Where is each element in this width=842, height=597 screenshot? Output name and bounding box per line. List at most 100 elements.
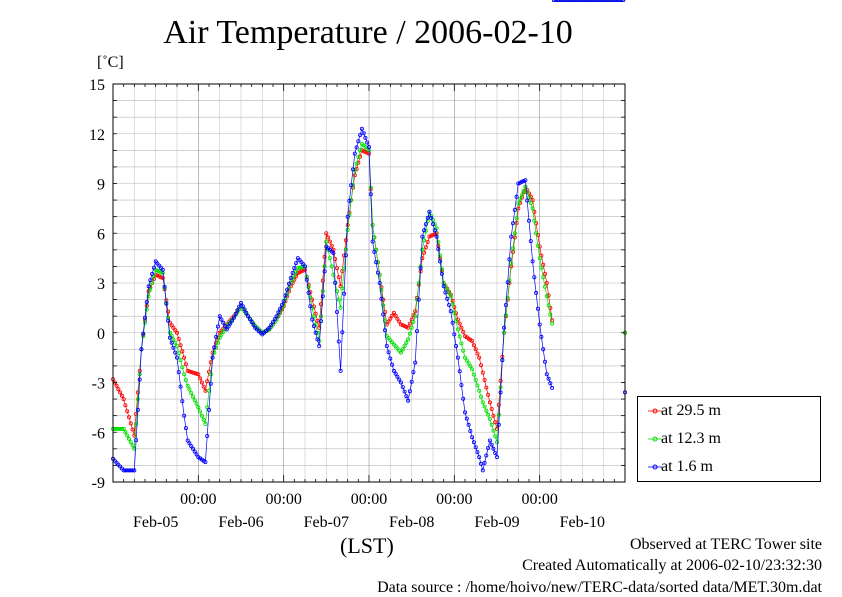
data-point xyxy=(269,322,274,327)
data-point xyxy=(137,377,142,382)
data-point xyxy=(461,348,466,353)
data-point xyxy=(372,249,377,254)
data-point xyxy=(166,309,171,314)
data-point xyxy=(446,290,451,295)
data-point xyxy=(432,228,437,233)
data-point xyxy=(176,370,181,375)
data-point xyxy=(347,198,352,203)
data-point xyxy=(144,300,149,305)
data-point xyxy=(246,314,251,319)
data-point xyxy=(480,468,485,473)
data-point xyxy=(514,194,519,199)
data-point xyxy=(127,415,132,420)
data-point xyxy=(457,321,462,326)
data-point xyxy=(393,313,398,318)
data-point xyxy=(395,374,400,379)
data-point xyxy=(487,400,492,405)
data-point xyxy=(548,312,553,317)
data-point xyxy=(569,0,574,2)
data-point xyxy=(150,271,155,276)
data-point xyxy=(219,317,224,322)
data-point xyxy=(320,278,325,283)
data-point xyxy=(201,417,206,422)
data-point xyxy=(160,275,165,280)
data-point xyxy=(192,398,197,403)
data-point xyxy=(543,271,548,276)
data-point xyxy=(375,270,380,275)
data-point xyxy=(125,433,130,438)
data-point xyxy=(548,381,553,386)
data-point xyxy=(336,275,341,280)
data-point xyxy=(306,290,311,295)
data-point xyxy=(489,406,494,411)
data-point xyxy=(354,161,359,166)
data-point xyxy=(198,409,203,414)
data-point xyxy=(326,235,331,240)
data-point xyxy=(135,390,140,395)
data-point xyxy=(575,0,579,2)
data-point xyxy=(587,0,592,2)
data-point xyxy=(482,377,487,382)
data-point xyxy=(487,438,492,443)
data-point xyxy=(221,320,226,325)
data-point xyxy=(374,260,379,265)
footer-created: Created Automatically at 2006-02-10/23:3… xyxy=(522,557,822,574)
data-point xyxy=(288,275,293,280)
data-point xyxy=(173,350,178,355)
data-point xyxy=(187,369,192,374)
x-time-label: 00:00 xyxy=(436,491,472,508)
data-point xyxy=(605,0,610,2)
data-point xyxy=(324,231,329,236)
data-point xyxy=(173,328,178,333)
data-point xyxy=(567,0,572,2)
data-point xyxy=(411,319,416,324)
data-point xyxy=(381,312,386,317)
data-point xyxy=(390,362,395,367)
data-point xyxy=(196,372,201,377)
data-point xyxy=(608,0,613,2)
data-point xyxy=(544,280,549,285)
data-point xyxy=(182,372,187,377)
data-point xyxy=(482,460,487,465)
data-point xyxy=(423,222,428,227)
data-point xyxy=(427,209,432,214)
data-point xyxy=(231,315,236,320)
data-point xyxy=(610,0,615,2)
data-point xyxy=(516,206,521,211)
data-point xyxy=(434,234,439,239)
x-date-label: Feb-10 xyxy=(560,514,605,531)
data-point xyxy=(135,407,140,412)
data-point xyxy=(130,443,135,448)
data-point xyxy=(365,140,370,145)
data-point xyxy=(454,343,459,348)
data-point xyxy=(505,280,510,285)
data-point xyxy=(391,368,396,373)
data-point xyxy=(557,0,562,2)
data-point xyxy=(580,0,585,2)
data-point xyxy=(509,261,514,266)
data-point xyxy=(406,337,411,342)
data-point xyxy=(182,413,187,418)
data-point xyxy=(148,278,153,283)
data-point xyxy=(560,0,565,2)
data-point xyxy=(478,363,483,368)
data-point xyxy=(203,421,208,426)
data-point xyxy=(413,309,418,314)
data-point xyxy=(340,286,345,291)
data-point xyxy=(208,381,213,386)
data-point xyxy=(414,329,419,334)
data-point xyxy=(135,397,140,402)
data-point xyxy=(418,266,423,271)
data-point xyxy=(240,304,245,309)
data-point xyxy=(441,284,446,289)
data-point xyxy=(582,0,587,2)
data-point xyxy=(201,384,206,389)
data-point xyxy=(615,0,620,2)
data-point xyxy=(546,303,551,308)
data-point xyxy=(454,319,459,324)
data-point xyxy=(546,376,551,381)
y-axis-unit: [˚C] xyxy=(97,54,124,71)
data-point xyxy=(525,190,530,195)
data-point xyxy=(224,327,229,332)
data-point xyxy=(507,257,512,262)
